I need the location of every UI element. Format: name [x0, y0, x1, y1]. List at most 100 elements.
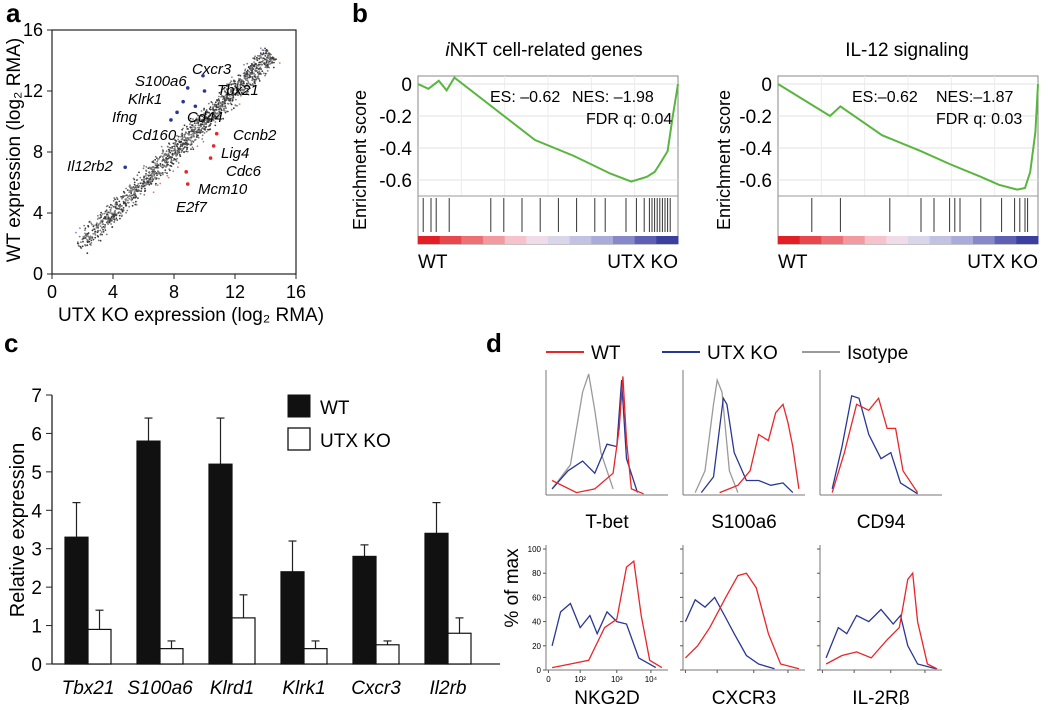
scatter-point — [185, 146, 188, 149]
scatter-point — [94, 233, 97, 236]
scatter-point — [174, 158, 177, 161]
scatter-point — [132, 186, 135, 188]
scatter-point — [238, 79, 241, 82]
scatter-point — [125, 194, 128, 197]
scatter-point — [174, 143, 177, 146]
scatter-point — [161, 156, 164, 158]
scatter-point — [168, 150, 171, 152]
scatter-point — [92, 238, 95, 241]
scatter-point — [204, 117, 207, 120]
scatter-point — [101, 220, 104, 223]
scatter-highlight-point — [123, 165, 127, 170]
scatter-point — [245, 79, 248, 81]
scatter-point — [183, 151, 185, 153]
scatter-point — [258, 78, 261, 81]
scatter-point — [219, 115, 222, 117]
scatter-point — [169, 151, 172, 154]
scatter-point — [119, 217, 121, 220]
scatter-point — [268, 63, 270, 65]
scatter-point — [186, 150, 189, 153]
scatter-point — [137, 189, 140, 191]
scatter-point — [223, 90, 226, 92]
scatter-panel: 0 4 8 12 16 0 4 8 12 16 Cxcr3 S100a6 Tbx21 Klrk1Ifng… — [4, 20, 324, 326]
scatter-point — [151, 178, 154, 180]
scatter-point — [222, 95, 225, 98]
gsea-rank-band — [634, 236, 657, 244]
gsea-rank-band — [504, 236, 527, 244]
scatter-point — [225, 88, 228, 91]
scatter-point — [163, 153, 166, 156]
scatter-point — [157, 166, 160, 169]
scatter-point — [149, 178, 151, 181]
scatter-point — [125, 187, 127, 190]
scatter-point — [254, 76, 257, 78]
scatter-point — [81, 245, 84, 248]
scatter-point — [87, 235, 89, 238]
gsea-rank-band — [526, 236, 549, 244]
scatter-point — [191, 130, 194, 133]
scatter-point — [227, 102, 230, 105]
scatter-point — [254, 55, 256, 58]
scatter-point — [197, 136, 200, 139]
scatter-point — [234, 80, 236, 83]
bar-wt — [280, 571, 305, 665]
scatter-point — [110, 219, 113, 222]
scatter-point — [174, 149, 177, 152]
scatter-point — [150, 173, 153, 175]
scatter-point — [247, 90, 249, 93]
scatter-point — [192, 118, 194, 120]
scatter-gene-label: Mcm10 — [198, 181, 248, 198]
scatter-point — [181, 138, 184, 140]
scatter-point — [173, 147, 176, 150]
panel-a-letter: a — [6, 0, 21, 28]
scatter-point — [214, 115, 217, 118]
scatter-point — [197, 128, 200, 131]
panel-b-letter: b — [352, 0, 368, 28]
scatter-point — [102, 217, 105, 220]
scatter-point — [97, 224, 100, 227]
scatter-point — [195, 122, 198, 125]
scatter-point — [170, 157, 173, 160]
gsea-rank-band — [483, 236, 506, 244]
scatter-point — [252, 68, 255, 70]
scatter-point — [264, 55, 267, 57]
scatter-point — [126, 189, 129, 192]
scatter-point — [196, 145, 199, 148]
scatter-point — [172, 142, 175, 145]
scatter-point — [260, 68, 262, 70]
scatter-point — [218, 95, 220, 98]
scatter-point — [116, 203, 118, 206]
scatter-point — [262, 72, 265, 75]
scatter-point — [102, 225, 105, 228]
scatter-point — [186, 144, 188, 147]
scatter-point — [189, 139, 192, 142]
scatter-point — [154, 155, 157, 158]
bar-utx-ko — [87, 628, 112, 665]
scatter-point — [114, 202, 117, 205]
histogram-x-tick-label: 0 — [546, 675, 551, 684]
scatter-point — [177, 135, 180, 138]
scatter-point — [156, 157, 158, 160]
scatter-point — [209, 108, 212, 111]
scatter-point — [230, 91, 232, 94]
scatter-point — [264, 58, 267, 61]
scatter-point — [233, 82, 236, 85]
scatter-point — [134, 194, 137, 197]
scatter-point — [135, 188, 138, 191]
gsea-rank-band — [864, 236, 887, 244]
scatter-point — [133, 194, 136, 197]
scatter-point — [238, 88, 241, 90]
scatter-point — [196, 119, 198, 122]
scatter-point — [162, 151, 165, 153]
scatter-point — [104, 216, 106, 218]
scatter-point — [203, 125, 206, 128]
scatter-point — [185, 150, 188, 153]
scatter-point — [228, 99, 231, 101]
bar-wt — [64, 536, 89, 665]
scatter-point — [202, 140, 205, 143]
scatter-point — [106, 211, 109, 214]
scatter-point — [236, 85, 239, 87]
bar-utx-ko — [231, 617, 256, 665]
bar-utx-ko — [447, 632, 472, 665]
scatter-point — [203, 109, 205, 111]
